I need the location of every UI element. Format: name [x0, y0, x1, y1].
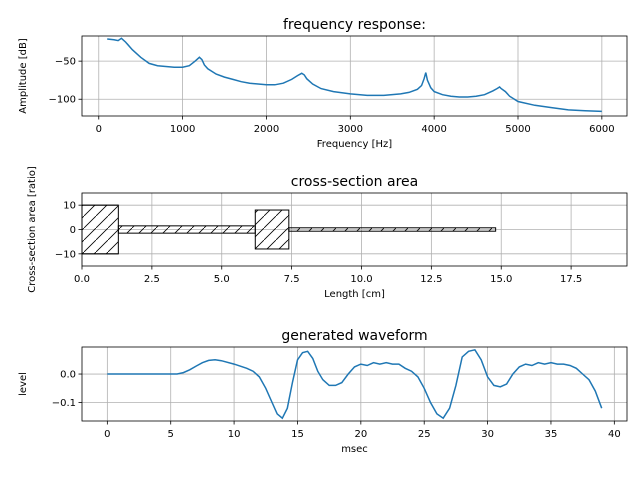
section-rect: [81, 204, 119, 255]
x-tick-label: 4000: [421, 124, 446, 135]
section-rect: [288, 227, 497, 232]
x-tick-label: 17.5: [560, 274, 582, 285]
x-tick-label: 2000: [254, 124, 279, 135]
y-tick-label: 0.0: [60, 370, 76, 381]
y-tick-label: −0.1: [52, 398, 76, 409]
x-tick-label: 10: [228, 429, 241, 440]
x-tick-label: 20: [354, 429, 367, 440]
x-tick-label: 1000: [170, 124, 195, 135]
x-tick-label: 12.5: [420, 274, 442, 285]
y-tick-label: −50: [55, 57, 76, 68]
section-rect: [117, 225, 256, 234]
x-tick-label: 0: [104, 429, 110, 440]
x-tick-label: 5000: [505, 124, 530, 135]
y-axis-label: Cross-section area [ratio]: [27, 166, 38, 293]
x-tick-label: 35: [545, 429, 558, 440]
section-rect: [254, 209, 290, 250]
chart-title: frequency response:: [283, 17, 426, 33]
x-tick-label: 3000: [338, 124, 363, 135]
x-axis-label: msec: [341, 444, 368, 455]
y-axis-label: level: [18, 372, 29, 396]
y-tick-label: −100: [49, 95, 76, 106]
axes-frame: [81, 346, 628, 422]
y-axis-label: Amplitude [dB]: [18, 38, 29, 114]
x-tick-label: 5.0: [214, 274, 230, 285]
x-tick-label: 15.0: [490, 274, 512, 285]
x-axis-label: Length [cm]: [324, 289, 385, 300]
x-tick-label: 5: [168, 429, 174, 440]
panel-2: [78, 346, 628, 425]
x-tick-label: 40: [608, 429, 621, 440]
y-tick-label: −10: [55, 249, 76, 260]
x-tick-label: 25: [418, 429, 431, 440]
x-tick-label: 2.5: [144, 274, 160, 285]
x-tick-label: 30: [481, 429, 494, 440]
x-tick-label: 6000: [589, 124, 614, 135]
y-tick-label: 10: [63, 201, 76, 212]
x-tick-label: 0.0: [74, 274, 90, 285]
series-line: [107, 348, 603, 420]
panel-1: [78, 192, 628, 270]
x-tick-label: 15: [291, 429, 304, 440]
panel-0: [78, 35, 628, 120]
y-tick-label: 0: [70, 225, 76, 236]
x-tick-label: 0: [96, 124, 102, 135]
axes-frame: [81, 35, 628, 117]
chart-title: cross-section area: [291, 174, 418, 190]
chart-title: generated waveform: [281, 328, 427, 344]
x-axis-label: Frequency [Hz]: [317, 139, 393, 150]
series-line: [107, 37, 602, 113]
x-tick-label: 7.5: [284, 274, 300, 285]
x-tick-label: 10.0: [350, 274, 372, 285]
